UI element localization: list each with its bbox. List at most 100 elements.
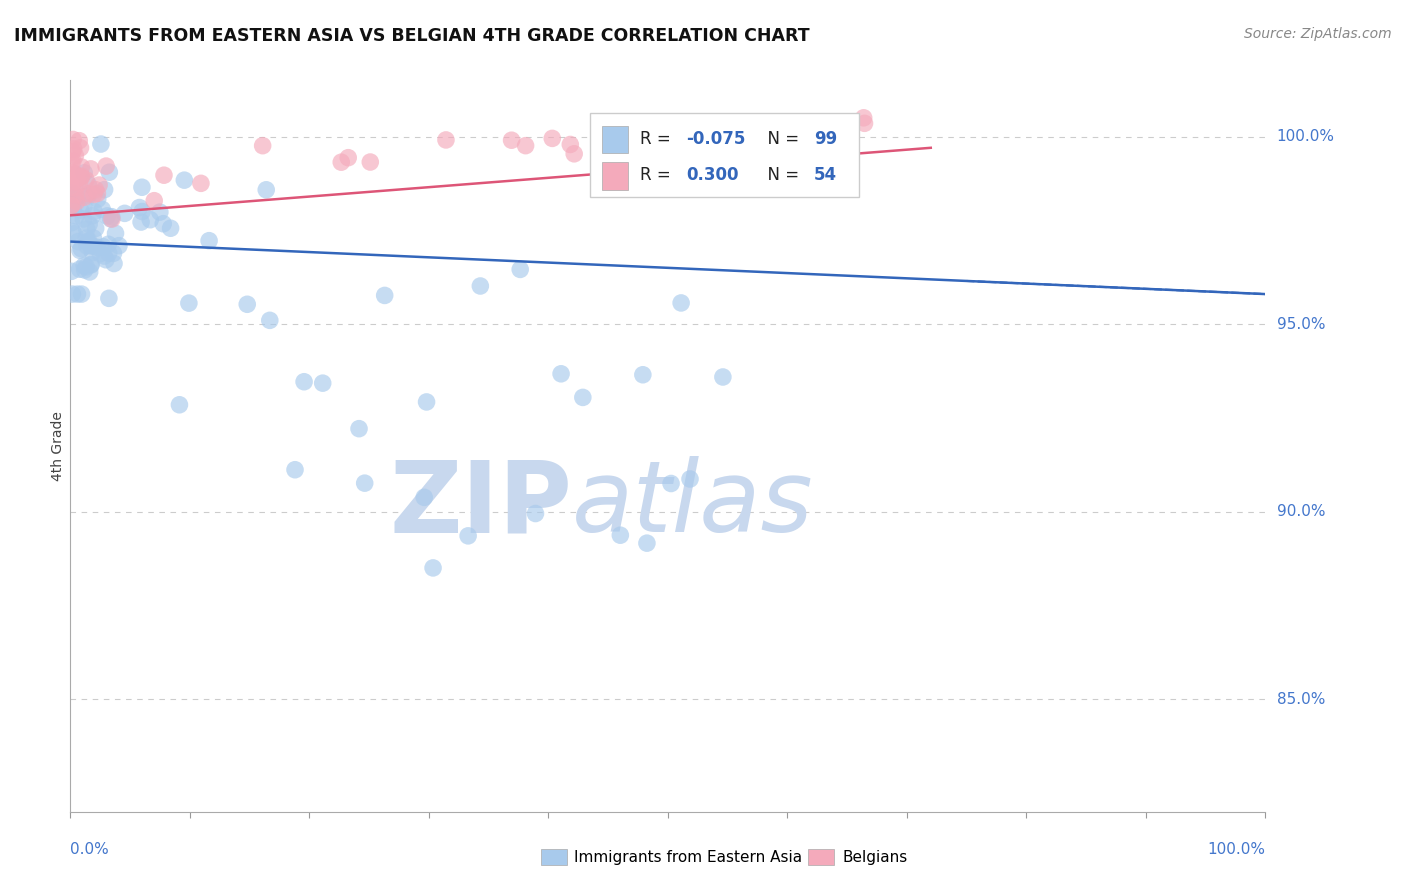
Bar [602,162,628,190]
Point [852,111,875,125]
Point [62,225,84,239]
Point [69,141,91,155]
Point [97,291,120,305]
Point [97,246,120,260]
Point [69,262,91,277]
Point [73,166,96,180]
Text: ZIP: ZIP [389,456,572,553]
Point [66,287,89,301]
Point [73,199,96,213]
Point [63,172,86,186]
Point [80,258,103,272]
Point [82,231,104,245]
Point [353,476,375,491]
Point [704,116,727,130]
Point [128,201,150,215]
Text: 100.0%: 100.0% [1277,129,1334,144]
Text: 0.300: 0.300 [686,167,738,185]
Text: N =: N = [758,130,804,148]
Point [100,210,122,224]
Point [347,422,370,436]
Point [96,209,118,223]
Point [434,133,457,147]
Point [63,227,86,241]
Point [65,209,87,223]
Point [100,211,122,226]
Point [457,529,479,543]
Text: 0.0%: 0.0% [70,842,110,857]
Point [103,256,125,270]
Point [62,201,84,215]
Point [659,476,682,491]
Text: 85.0%: 85.0% [1277,691,1324,706]
Text: -0.075: -0.075 [686,130,745,148]
Point [815,135,838,149]
Text: 90.0%: 90.0% [1277,504,1324,519]
Point [631,368,654,382]
Point [60,216,83,230]
Point [562,146,585,161]
Point [84,183,107,197]
Point [83,204,105,219]
Point [198,234,221,248]
Point [101,212,124,227]
Point [284,463,307,477]
Point [190,177,212,191]
Point [65,148,87,162]
Point [93,249,115,263]
Text: 95.0%: 95.0% [1277,317,1324,332]
Point [60,287,83,301]
Point [60,165,83,179]
Point [153,168,176,182]
Point [76,239,98,253]
Point [515,138,537,153]
Text: atlas: atlas [572,456,814,553]
Point [77,178,100,192]
Point [252,138,274,153]
Point [292,375,315,389]
Point [67,134,90,148]
Point [312,376,335,391]
Point [72,211,94,226]
Point [70,287,93,301]
Text: R =: R = [640,130,676,148]
Text: 100.0%: 100.0% [1208,842,1265,857]
Point [77,188,100,202]
Point [87,192,110,206]
Point [86,186,108,201]
Point [70,170,93,185]
Point [524,507,547,521]
Point [76,222,98,236]
Point [259,313,281,327]
Point [139,212,162,227]
Point [82,209,104,223]
Point [159,221,181,235]
Text: N =: N = [758,167,804,185]
Point [73,259,96,273]
Point [77,186,100,201]
Point [62,132,84,146]
Point [131,204,153,219]
Point [67,235,90,249]
Point [63,168,86,182]
Point [550,367,572,381]
Point [374,288,396,302]
Point [80,257,103,271]
Point [65,167,87,181]
Point [60,180,83,194]
Point [636,536,658,550]
Point [69,202,91,217]
Point [76,235,98,250]
Text: 99: 99 [814,130,837,148]
Point [711,370,734,384]
Point [337,151,360,165]
Point [73,190,96,204]
Point [236,297,259,311]
Point [89,246,111,260]
Point [82,239,104,253]
Point [69,244,91,258]
Point [669,296,692,310]
Point [84,221,107,235]
Point [62,145,84,159]
Point [75,231,97,245]
